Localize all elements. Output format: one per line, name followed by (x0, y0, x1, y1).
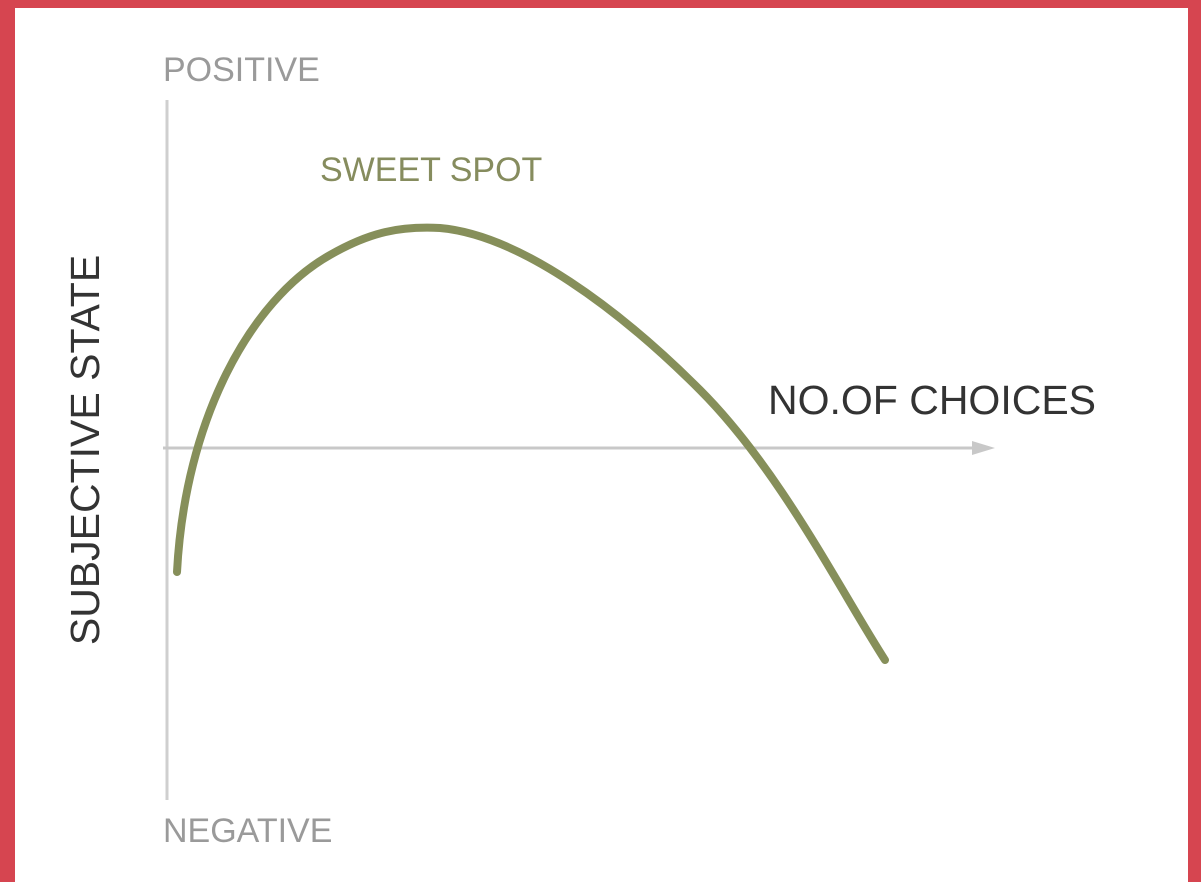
x-axis-label: NO.OF CHOICES (768, 377, 1096, 423)
curve (173, 223, 889, 664)
positive-label: POSITIVE (163, 51, 320, 89)
y-axis-label: SUBJECTIVE STATE (62, 255, 108, 645)
negative-label: NEGATIVE (163, 812, 332, 850)
panel (15, 8, 1188, 882)
peak-label: SWEET SPOT (320, 151, 542, 189)
x-axis-arrow (972, 441, 995, 455)
